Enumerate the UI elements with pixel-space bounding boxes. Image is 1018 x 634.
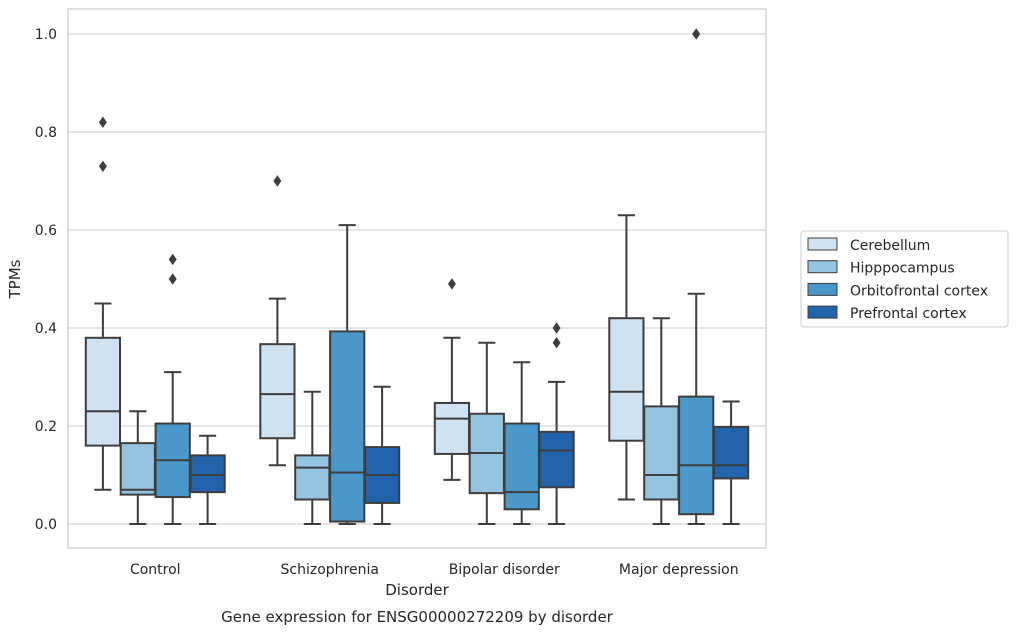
legend-frame [800,230,1009,328]
legend-label: Hipppocampus [850,261,955,277]
box-group [503,361,540,525]
legend: Cerebellum Hipppocampus Orbitofrontal cort… [800,230,1009,328]
y-axis-title: TPMs [6,259,24,299]
box-iqr [678,395,715,516]
box-iqr [712,425,750,480]
outlier-point [98,116,107,128]
box-iqr [189,454,226,494]
box-plots [84,28,750,525]
box-iqr [643,405,680,501]
box-iqr [538,430,575,489]
legend-swatch [807,237,838,251]
outlier-point [552,337,561,349]
box-iqr [119,442,156,496]
y-tick-label: 0.6 [35,223,57,239]
x-axis-title: Disorder [385,581,449,599]
outlier-point [692,28,701,40]
plot-area-frame [67,8,767,549]
y-tick-label: 1.0 [35,27,57,43]
x-axis-ticks: Control Schizophrenia Bipolar disorder Majo… [130,562,739,578]
y-tick-label: 0.8 [35,125,57,141]
box-group [119,410,156,525]
box-group [84,116,122,491]
box-group [433,278,471,481]
y-tick-label: 0.0 [35,517,57,533]
box-group [363,385,401,525]
box-group [329,224,366,525]
box-group [259,175,296,467]
legend-label: Orbitofrontal cortex [850,283,988,299]
x-tick-label: Schizophrenia [281,562,379,578]
y-tick-label: 0.2 [35,419,57,435]
outlier-point [447,278,456,290]
outlier-point [273,175,282,187]
x-tick-label: Bipolar disorder [449,562,560,578]
box-group [678,28,715,525]
outlier-point [168,253,177,266]
box-group [468,341,505,525]
box-group [294,390,331,525]
outlier-point [168,273,177,285]
box-group [712,400,750,525]
box-group [538,322,575,525]
box-iqr [294,454,331,501]
box-iqr [84,336,122,447]
outlier-point [552,322,561,334]
legend-swatch [807,260,838,274]
x-tick-label: Control [130,562,181,578]
box-group [189,434,226,525]
legend-swatch [807,305,838,319]
box-group [643,317,680,525]
box-iqr [433,401,471,455]
legend-label: Cerebellum [850,238,930,254]
box-iqr [503,422,540,511]
legend-label: Prefrontal cortex [850,306,967,322]
y-axis-ticks: 0.0 0.2 0.4 0.6 0.8 1.0 [35,27,57,533]
box-group [154,253,191,525]
box-iqr [608,317,645,442]
x-tick-label: Major depression [619,562,739,578]
legend-swatch [807,282,838,296]
box-group [608,214,645,501]
box-iqr [329,330,366,523]
outlier-point [98,160,107,172]
y-tick-label: 0.4 [35,321,57,337]
chart-caption: Gene expression for ENSG00000272209 by d… [221,608,614,626]
box-iqr [259,343,296,440]
